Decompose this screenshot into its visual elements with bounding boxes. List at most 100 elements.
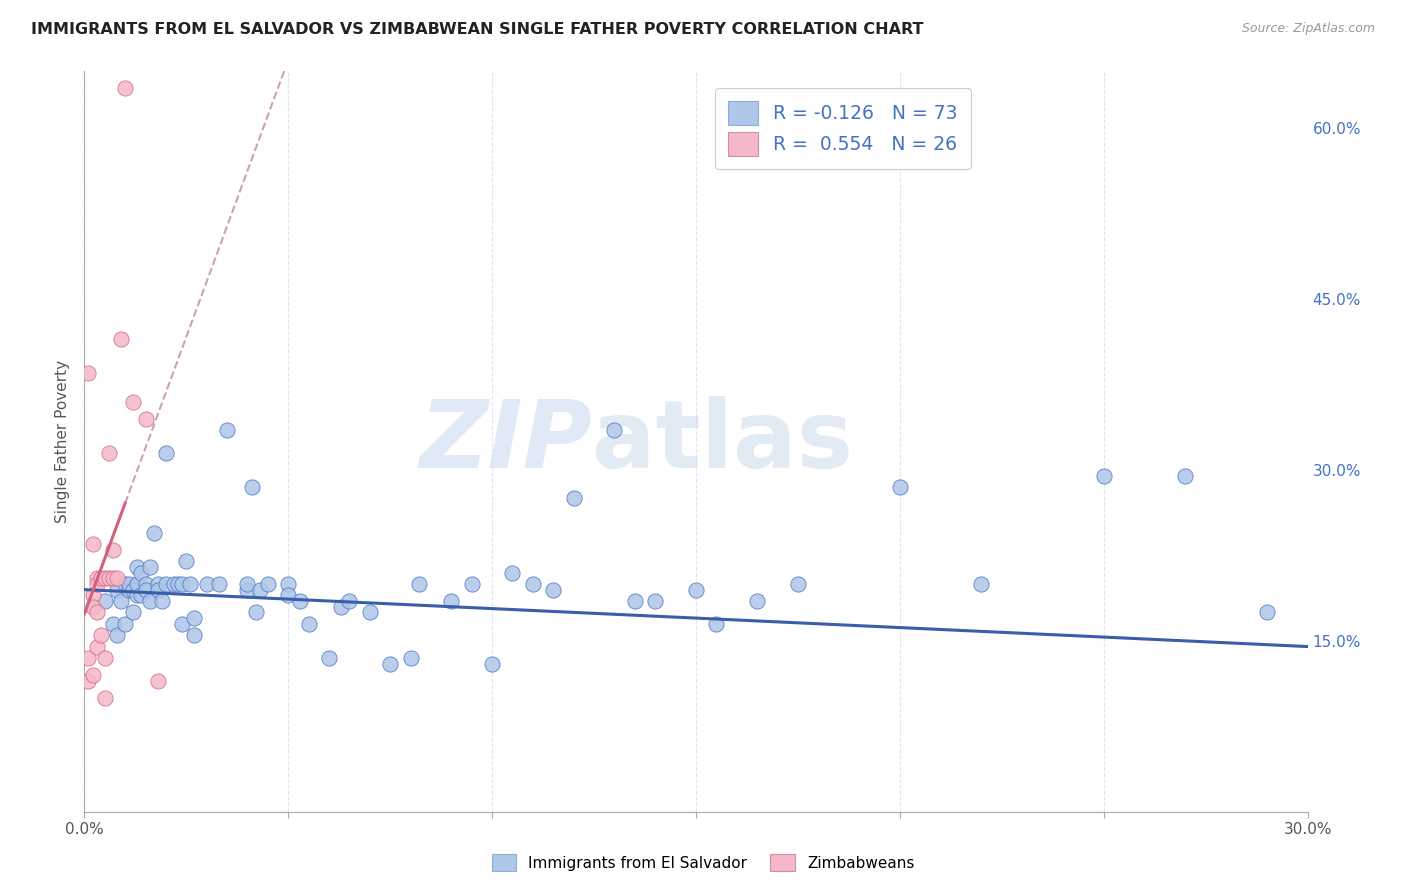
Point xyxy=(93,571,115,585)
Point xyxy=(127,577,149,591)
Point xyxy=(138,559,160,574)
Point xyxy=(101,571,124,585)
Point xyxy=(86,577,108,591)
Point xyxy=(122,606,145,620)
Text: atlas: atlas xyxy=(592,395,853,488)
Point xyxy=(249,582,271,597)
Text: ZIP: ZIP xyxy=(419,395,592,488)
Point xyxy=(105,571,128,585)
Point xyxy=(706,616,728,631)
Point xyxy=(110,332,132,346)
Point xyxy=(290,594,312,608)
Point xyxy=(146,582,169,597)
Point xyxy=(93,651,115,665)
Point xyxy=(101,542,124,557)
Point xyxy=(624,594,647,608)
Point xyxy=(208,577,231,591)
Point xyxy=(114,577,136,591)
Point xyxy=(522,577,544,591)
Legend: R = -0.126   N = 73, R =  0.554   N = 26: R = -0.126 N = 73, R = 0.554 N = 26 xyxy=(714,88,970,169)
Point xyxy=(603,423,626,437)
Point xyxy=(127,559,149,574)
Point xyxy=(82,588,104,602)
Point xyxy=(82,537,104,551)
Point xyxy=(135,582,157,597)
Point xyxy=(163,577,186,591)
Text: IMMIGRANTS FROM EL SALVADOR VS ZIMBABWEAN SINGLE FATHER POVERTY CORRELATION CHAR: IMMIGRANTS FROM EL SALVADOR VS ZIMBABWEA… xyxy=(31,22,924,37)
Point xyxy=(562,491,585,506)
Point xyxy=(77,366,100,380)
Point xyxy=(131,566,153,580)
Point xyxy=(118,577,141,591)
Point xyxy=(644,594,666,608)
Point xyxy=(787,577,810,591)
Point xyxy=(77,673,100,688)
Point xyxy=(90,571,112,585)
Point xyxy=(257,577,280,591)
Point xyxy=(236,582,259,597)
Point xyxy=(183,611,205,625)
Point xyxy=(461,577,484,591)
Point xyxy=(93,690,115,705)
Point xyxy=(174,554,197,568)
Point xyxy=(277,577,299,591)
Point xyxy=(1256,606,1278,620)
Point xyxy=(97,446,120,460)
Point xyxy=(86,571,108,585)
Point xyxy=(399,651,422,665)
Point xyxy=(105,582,128,597)
Legend: Immigrants from El Salvador, Zimbabweans: Immigrants from El Salvador, Zimbabweans xyxy=(485,848,921,877)
Point xyxy=(330,599,353,614)
Point xyxy=(82,668,104,682)
Point xyxy=(889,480,911,494)
Point xyxy=(440,594,463,608)
Point xyxy=(1174,468,1197,483)
Point xyxy=(150,594,173,608)
Point xyxy=(318,651,340,665)
Point xyxy=(543,582,565,597)
Point xyxy=(167,577,190,591)
Point xyxy=(970,577,993,591)
Point xyxy=(127,588,149,602)
Point xyxy=(93,594,115,608)
Point xyxy=(90,628,112,642)
Point xyxy=(86,606,108,620)
Point xyxy=(82,599,104,614)
Point xyxy=(179,577,201,591)
Point xyxy=(155,446,177,460)
Point xyxy=(122,582,145,597)
Point xyxy=(114,81,136,95)
Point xyxy=(146,577,169,591)
Y-axis label: Single Father Poverty: Single Father Poverty xyxy=(55,360,70,523)
Point xyxy=(114,616,136,631)
Point xyxy=(138,594,160,608)
Point xyxy=(339,594,361,608)
Point xyxy=(240,480,263,494)
Text: Source: ZipAtlas.com: Source: ZipAtlas.com xyxy=(1241,22,1375,36)
Point xyxy=(502,566,524,580)
Point xyxy=(183,628,205,642)
Point xyxy=(298,616,321,631)
Point xyxy=(195,577,218,591)
Point xyxy=(118,582,141,597)
Point xyxy=(685,582,707,597)
Point xyxy=(105,628,128,642)
Point xyxy=(277,588,299,602)
Point xyxy=(86,640,108,654)
Point xyxy=(110,594,132,608)
Point xyxy=(481,657,503,671)
Point xyxy=(217,423,239,437)
Point xyxy=(359,606,381,620)
Point xyxy=(747,594,769,608)
Point xyxy=(146,673,169,688)
Point xyxy=(77,651,100,665)
Point xyxy=(97,571,120,585)
Point xyxy=(122,394,145,409)
Point xyxy=(135,577,157,591)
Point xyxy=(142,525,165,540)
Point xyxy=(131,588,153,602)
Point xyxy=(380,657,402,671)
Point xyxy=(101,616,124,631)
Point xyxy=(172,616,194,631)
Point xyxy=(236,577,259,591)
